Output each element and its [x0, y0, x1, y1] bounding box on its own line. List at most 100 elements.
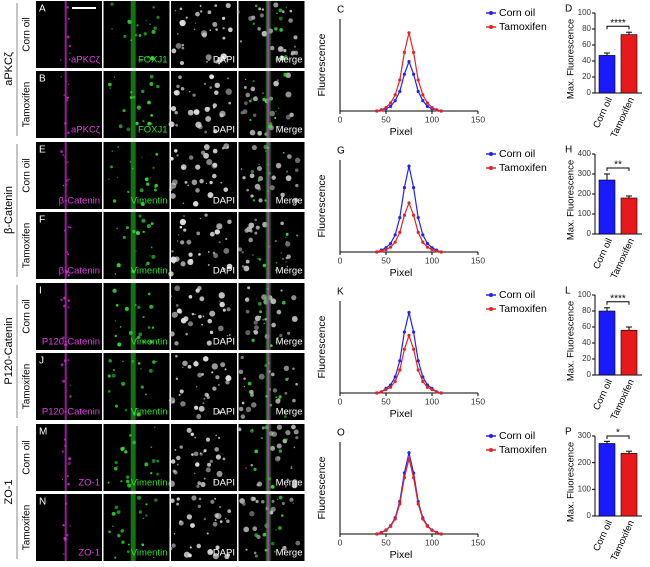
stain-dot	[141, 218, 146, 223]
stain-dot	[212, 386, 217, 391]
stain-dot	[205, 54, 212, 61]
stain-dot	[136, 412, 141, 417]
y-tick-label: 300	[578, 431, 592, 440]
stain-dot	[226, 519, 230, 523]
data-point	[430, 247, 434, 252]
stain-dot	[68, 44, 72, 48]
stain-dot	[284, 485, 287, 488]
stain-dot	[132, 411, 137, 416]
stain-dot	[276, 424, 283, 430]
stain-dot	[176, 240, 179, 242]
stain-dot	[253, 96, 258, 102]
stain-dot	[149, 304, 154, 309]
panel-letter: B	[39, 74, 46, 85]
stain-dot	[136, 105, 142, 110]
channel-label: DAPI	[213, 548, 235, 559]
stain-dot	[67, 359, 70, 362]
stain-dot	[253, 330, 256, 333]
stain-dot	[126, 475, 130, 479]
image-background	[103, 142, 170, 209]
stain-dot	[207, 462, 212, 467]
stain-dot	[62, 379, 66, 383]
stain-dot	[207, 318, 213, 324]
stain-dot	[130, 39, 132, 41]
data-point	[439, 532, 443, 536]
stain-dot	[276, 336, 279, 340]
y-tick-label: 200	[578, 458, 592, 467]
stain-dot	[125, 226, 129, 230]
panel-letter: F	[39, 215, 45, 226]
stain-dot	[243, 265, 250, 272]
stain-dot	[198, 253, 201, 256]
stain-dot	[278, 16, 283, 21]
stain-dot	[260, 436, 263, 440]
data-point	[379, 108, 383, 112]
stain-dot	[137, 335, 141, 340]
stain-dot	[209, 310, 216, 317]
stain-dot	[108, 178, 110, 180]
group-label: P120-Catenin	[3, 317, 15, 384]
stain-dot	[203, 449, 207, 453]
stain-dot	[194, 111, 196, 114]
stain-dot	[179, 7, 183, 11]
stain-dot	[140, 368, 142, 370]
x-axis-label: Pixel	[390, 126, 413, 138]
stain-dot	[257, 130, 263, 136]
data-point	[393, 375, 397, 379]
stain-dot	[206, 532, 209, 535]
stain-dot	[276, 309, 282, 315]
stain-dot	[187, 553, 192, 558]
stain-dot	[252, 526, 258, 532]
stain-dot	[120, 480, 123, 483]
stain-dot	[248, 99, 252, 103]
stain-dot	[111, 373, 116, 378]
stain-dot	[220, 339, 223, 342]
data-point	[412, 72, 416, 76]
stain-dot	[254, 325, 259, 331]
stain-dot	[66, 35, 70, 39]
stain-dot	[195, 188, 200, 193]
stain-dot	[114, 556, 117, 559]
stain-dot	[205, 60, 209, 63]
stain-dot	[204, 392, 209, 397]
stain-dot	[67, 462, 71, 466]
stain-dot	[289, 9, 293, 13]
stain-dot	[149, 81, 154, 86]
stain-band	[64, 353, 67, 420]
stain-dot	[180, 164, 187, 170]
data-point	[375, 532, 379, 536]
stain-dot	[111, 511, 116, 516]
stain-dot	[278, 395, 282, 399]
stain-dot	[185, 332, 189, 336]
stain-dot	[61, 450, 64, 453]
stain-dot	[238, 247, 243, 252]
channel-label: DAPI	[213, 337, 235, 348]
bar	[598, 55, 616, 94]
stain-dot	[196, 484, 200, 488]
stain-dot	[182, 360, 188, 367]
y-tick-label: 0	[587, 511, 592, 520]
stain-dot	[123, 34, 127, 39]
stain-dot	[212, 103, 217, 108]
stain-band	[130, 1, 136, 68]
data-point	[407, 59, 411, 64]
data-point	[421, 375, 425, 379]
stain-dot	[188, 252, 193, 257]
micrograph	[169, 494, 237, 561]
stain-dot	[218, 241, 221, 244]
stain-dot	[252, 79, 255, 83]
stain-dot	[258, 258, 262, 261]
stain-dot	[175, 123, 178, 127]
stain-dot	[209, 231, 215, 237]
stain-dot	[286, 241, 288, 243]
significance-label: ****	[610, 18, 626, 29]
panel-letter: P	[565, 427, 572, 438]
data-point	[425, 104, 429, 108]
stain-dot	[143, 56, 146, 59]
stain-dot	[249, 118, 252, 122]
stain-dot	[227, 509, 232, 514]
stain-dot	[245, 330, 251, 336]
stain-dot	[191, 179, 198, 186]
condition-label: Corn oil	[22, 440, 33, 474]
stain-dot	[62, 553, 65, 556]
